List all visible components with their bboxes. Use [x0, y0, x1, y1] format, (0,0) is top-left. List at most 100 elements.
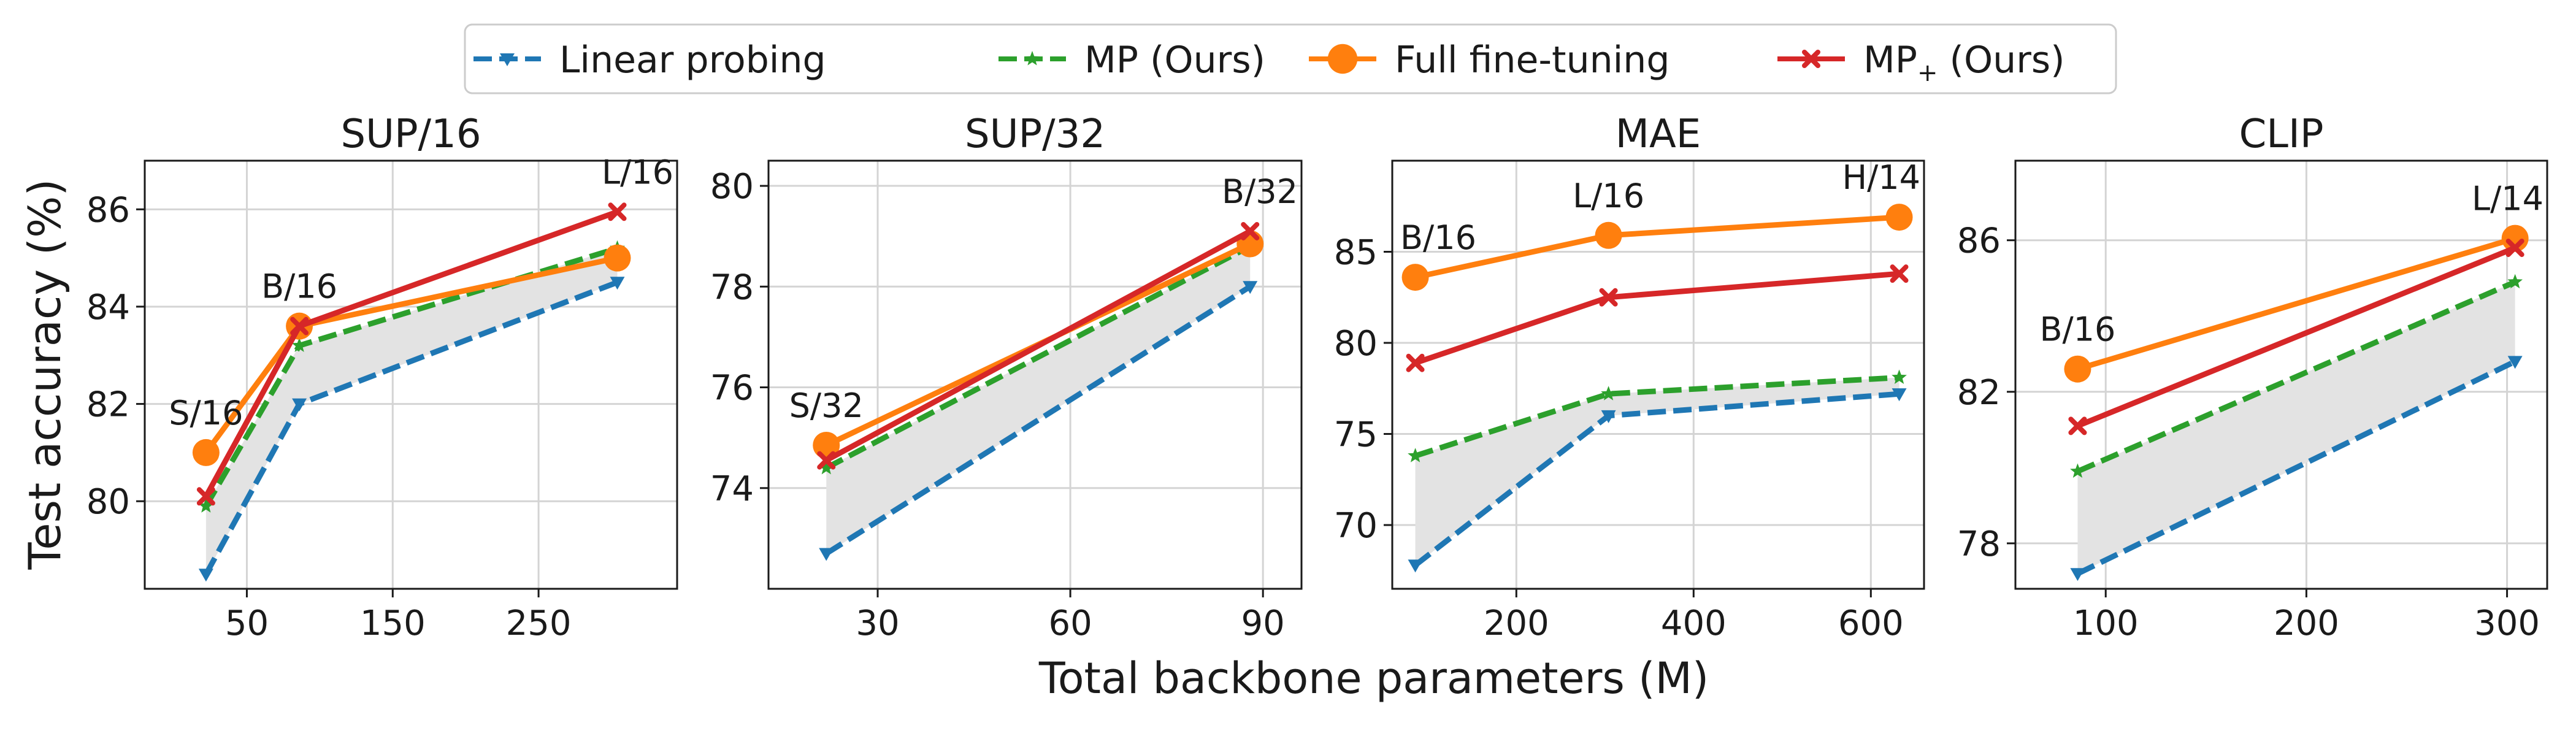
series-full-fine-tuning [1401, 204, 1913, 291]
data-point-circle [192, 439, 220, 466]
panel-title: SUP/16 [340, 112, 481, 157]
panel-title: MAE [1616, 112, 1701, 157]
data-point-star [818, 459, 834, 475]
legend-marker-star [1024, 51, 1040, 66]
data-point-circle [1401, 264, 1429, 291]
x-tick-label: 100 [2073, 604, 2139, 643]
data-point-x [2068, 416, 2087, 435]
data-point-circle [2064, 355, 2091, 383]
series-line [1414, 214, 1899, 280]
series-line [1414, 270, 1899, 366]
panel-title: CLIP [2239, 112, 2324, 157]
legend: Linear probing MP (Ours) Full fine-tuning M… [464, 23, 2117, 94]
data-point-x [290, 316, 309, 335]
legend-label: Full fine-tuning [1395, 39, 1669, 82]
point-label: B/16 [2039, 310, 2115, 349]
legend-item-mp-ours: MP (Ours) [999, 39, 1265, 82]
legend-label: MP+ (Ours) [1863, 39, 2065, 87]
data-point-x [817, 451, 836, 470]
series-full-fine-tuning [2064, 224, 2529, 383]
data-point-star [1408, 448, 1423, 462]
y-tick-label: 85 [1334, 233, 1378, 273]
legend-marker-x [1802, 50, 1820, 68]
panel-sup-32: 30 60 90 74 76 78 80 SUP/32 S/32 B/32 [710, 112, 1303, 643]
data-point-x [196, 487, 215, 506]
data-point-x [1241, 221, 1260, 240]
point-label: H/14 [1842, 158, 1920, 197]
shaded-region [826, 246, 1251, 554]
y-tick-label: 78 [710, 267, 754, 307]
x-tick-label: 150 [360, 604, 426, 643]
series-line [1414, 375, 1899, 459]
data-point-star [1892, 369, 1907, 384]
axes-frame [144, 159, 678, 590]
data-point-star [2507, 274, 2523, 289]
data-point-triangle-down [1408, 559, 1423, 573]
data-point-triangle-down [2507, 356, 2523, 369]
point-label: S/32 [789, 386, 864, 425]
x-tick-label: 200 [1484, 604, 1549, 643]
x-tick-label: 400 [1661, 604, 1727, 643]
data-point-x [1406, 353, 1425, 372]
y-tick-label: 74 [710, 469, 754, 509]
y-tick-label: 86 [86, 190, 130, 230]
data-point-triangle-down [1243, 281, 1258, 294]
series-linear-probing [1408, 388, 1907, 573]
y-tick-label: 80 [1334, 324, 1378, 364]
y-tick-label: 75 [1334, 415, 1378, 455]
series-mp-plus-ours [1406, 264, 1909, 372]
data-point-triangle-down [610, 277, 625, 290]
point-label: L/16 [1573, 177, 1644, 215]
legend-marker-circle [1327, 44, 1358, 74]
legend-label-subscript: + [1917, 59, 1938, 87]
y-axis-label: Test accuracy (%) [19, 179, 71, 570]
data-point-circle [2501, 224, 2529, 252]
legend-label: Linear probing [559, 39, 826, 82]
y-tick-label: 80 [86, 482, 130, 522]
series-mp-ours [2070, 274, 2523, 478]
data-point-x [608, 202, 627, 221]
data-point-star [198, 498, 214, 513]
x-tick-label: 600 [1838, 604, 1904, 643]
series-line [2076, 245, 2517, 429]
data-point-star [2070, 463, 2085, 478]
data-point-triangle-down [1601, 410, 1616, 423]
point-label: B/16 [1400, 218, 1476, 257]
data-point-triangle-down [1892, 388, 1907, 402]
y-tick-label: 76 [710, 369, 754, 408]
data-point-triangle-down [292, 398, 307, 412]
legend-item-mp-plus: MP+ (Ours) [1777, 39, 2065, 87]
series-line [2076, 279, 2517, 474]
data-point-circle [1595, 221, 1622, 249]
series-mp-plus-ours [817, 221, 1260, 470]
y-tick-label: 86 [1957, 221, 2001, 261]
y-tick-label: 84 [86, 288, 130, 328]
axes-frame [2014, 159, 2548, 590]
x-tick-label: 300 [2474, 604, 2540, 643]
point-label: B/32 [1222, 172, 1298, 211]
axes-frame [767, 159, 1303, 590]
y-tick-label: 82 [86, 385, 130, 425]
point-label: L/16 [602, 153, 673, 191]
legend-label-suffix: (Ours) [1938, 39, 2064, 82]
x-tick-label: 60 [1048, 604, 1092, 643]
y-tick-label: 80 [710, 167, 754, 207]
series-mp-plus-ours [196, 202, 627, 506]
series-linear-probing [198, 277, 625, 582]
x-tick-label: 90 [1241, 604, 1285, 643]
series-mp-ours [1408, 369, 1907, 462]
data-point-circle [604, 244, 631, 272]
series-mp-plus-ours [2068, 239, 2524, 435]
series-linear-probing [819, 281, 1258, 561]
y-tick-label: 78 [1957, 524, 2001, 564]
x-tick-label: 30 [856, 604, 899, 643]
legend-item-full-fine-tuning: Full fine-tuning [1309, 39, 1669, 82]
x-tick-label: 200 [2274, 604, 2339, 643]
legend-marker-triangle-down [500, 53, 515, 66]
shaded-region [205, 248, 618, 575]
x-tick-label: 50 [225, 604, 269, 643]
series-line [825, 229, 1252, 463]
legend-label: MP (Ours) [1084, 39, 1265, 82]
data-point-triangle-down [198, 569, 213, 582]
series-line [825, 243, 1252, 470]
